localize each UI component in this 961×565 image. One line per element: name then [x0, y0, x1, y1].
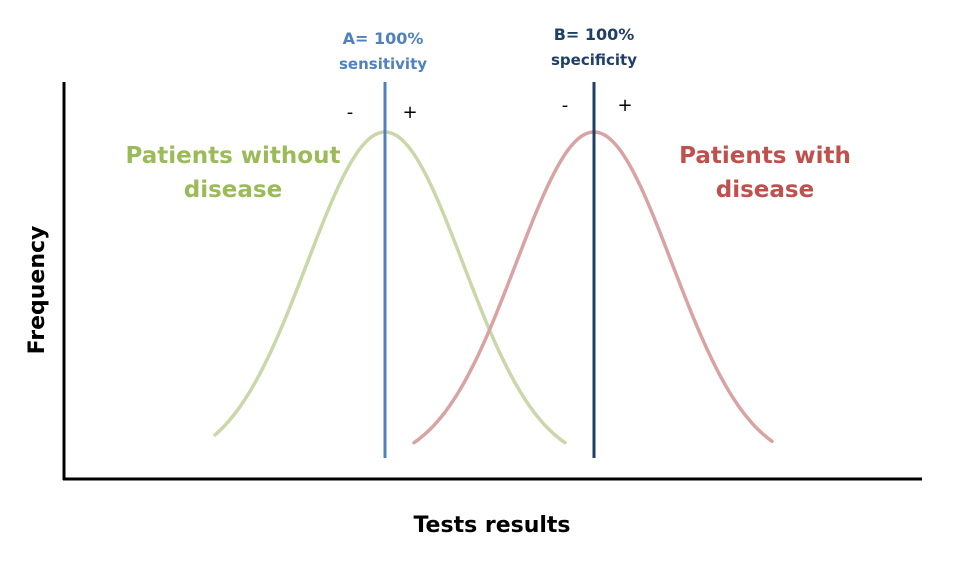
line-a-sublabel: sensitivity	[339, 55, 427, 73]
line-b-plus: +	[617, 95, 632, 116]
line-a-plus: +	[402, 102, 417, 123]
disease-label-line2: disease	[716, 177, 814, 203]
healthy-label: Patients without	[126, 143, 341, 169]
line-a-label: A= 100%	[343, 29, 424, 48]
line-b-label: B= 100%	[554, 25, 635, 44]
healthy-label-line2: disease	[184, 177, 282, 203]
disease-label: Patients with	[679, 143, 851, 169]
y-axis-title: Frequency	[25, 226, 50, 355]
line-a-minus: -	[347, 102, 354, 123]
curve-patients-without-disease	[213, 130, 567, 445]
x-axis-title: Tests results	[413, 513, 570, 538]
line-b-minus: -	[562, 95, 569, 116]
line-b-sublabel: specificity	[551, 51, 637, 69]
